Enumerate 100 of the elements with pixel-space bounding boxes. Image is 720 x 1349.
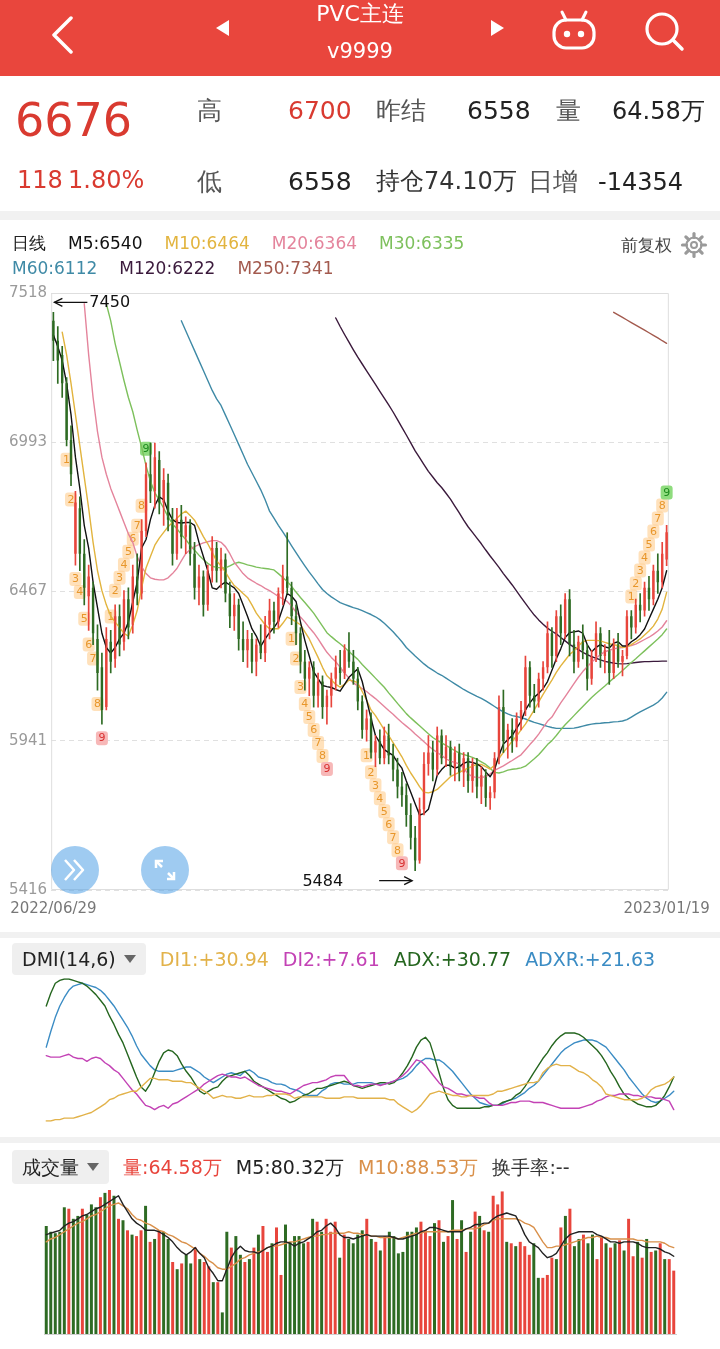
bar [207,1266,211,1334]
bar [532,1243,536,1334]
bar [414,1227,418,1334]
bar [211,1282,215,1334]
text: 2 [67,492,75,506]
text: v9999 [326,38,394,64]
bar [636,1241,640,1334]
y-tick-label: 6993 [8,432,48,450]
bar [135,1236,139,1334]
text: 2 [111,584,119,598]
bar [94,1207,98,1334]
bar [451,1200,455,1334]
bar [157,1230,161,1334]
bar [383,1236,387,1334]
bar [130,1234,134,1334]
y-tick-label: 7518 [8,282,48,301]
bar [166,1238,170,1334]
bar [527,1254,531,1334]
text: PVC主连 [315,0,405,27]
bar [631,1256,635,1334]
y-tick-label: 5941 [8,730,48,749]
text: DI1:+30.94 [159,947,269,972]
bar [338,1257,342,1334]
bar [198,1259,202,1334]
text: 4 [76,585,84,599]
text: 3 [116,571,124,585]
text: M5:80.32万 [235,1155,345,1180]
bar [401,1251,405,1334]
text: 高 [197,96,222,126]
bar [433,1223,436,1334]
text: 9 [323,762,331,776]
bar [315,1221,319,1334]
bar [229,1247,233,1334]
bar [193,1247,197,1334]
chart-title: 成交量 [22,1155,79,1180]
bar [514,1246,518,1334]
bar [446,1236,450,1334]
bar [419,1221,423,1334]
text: 5 [305,710,313,724]
bar [256,1234,260,1334]
text: 前复权 [621,233,672,257]
bar [482,1230,486,1334]
text: 持仓74.10万 [376,167,517,196]
bar [518,1241,522,1334]
text: 1 [63,453,71,467]
text: 6 [310,723,318,737]
bar [491,1195,495,1334]
text: 9 [142,442,150,456]
text: 8 [138,499,146,512]
x-tick-label: 2022/06/29 [10,898,97,917]
series-label: 量:64.58万 [123,1155,222,1180]
bar [640,1257,644,1334]
chart-title: DMI(14,6) [22,947,116,972]
bar [85,1214,89,1334]
text: 64.58万 [612,97,705,126]
text: 6 [85,637,93,651]
bar [184,1254,188,1334]
text: 9 [663,485,671,499]
text: 3 [296,680,304,694]
text: 6 [385,817,393,831]
bar [649,1251,653,1334]
bar [252,1247,256,1334]
bar [275,1227,278,1334]
bar [591,1234,594,1334]
bar [613,1243,617,1334]
bar [324,1218,328,1334]
bar [563,1215,567,1334]
bar [180,1263,184,1334]
bar [568,1208,572,1334]
bar [297,1236,301,1334]
bar [581,1234,585,1334]
text: 7 [314,736,322,750]
text: 6 [649,524,657,538]
text: 4 [376,791,384,805]
text: 4 [301,697,309,711]
text: 2 [632,576,640,590]
text: 7 [389,830,397,844]
bar [234,1236,238,1334]
bar [541,1277,545,1334]
text: 8 [93,697,101,711]
text: 5 [124,545,132,559]
bar [559,1227,563,1334]
bar [126,1230,129,1334]
bar [265,1251,269,1334]
text: 2 [292,651,300,665]
text: 6558 [467,96,531,126]
text: 118 [17,166,63,195]
text: M60:6112 [12,257,98,280]
text: 量 [556,96,581,126]
bar [284,1224,287,1334]
bar [460,1220,464,1334]
bar [500,1191,504,1334]
text: 7 [654,511,662,525]
text: 低 [197,167,222,197]
bar [243,1262,247,1334]
text: M5:6540 [68,232,143,255]
bar [103,1192,107,1334]
bar [311,1218,315,1334]
bar [53,1233,57,1334]
bar [536,1277,540,1334]
